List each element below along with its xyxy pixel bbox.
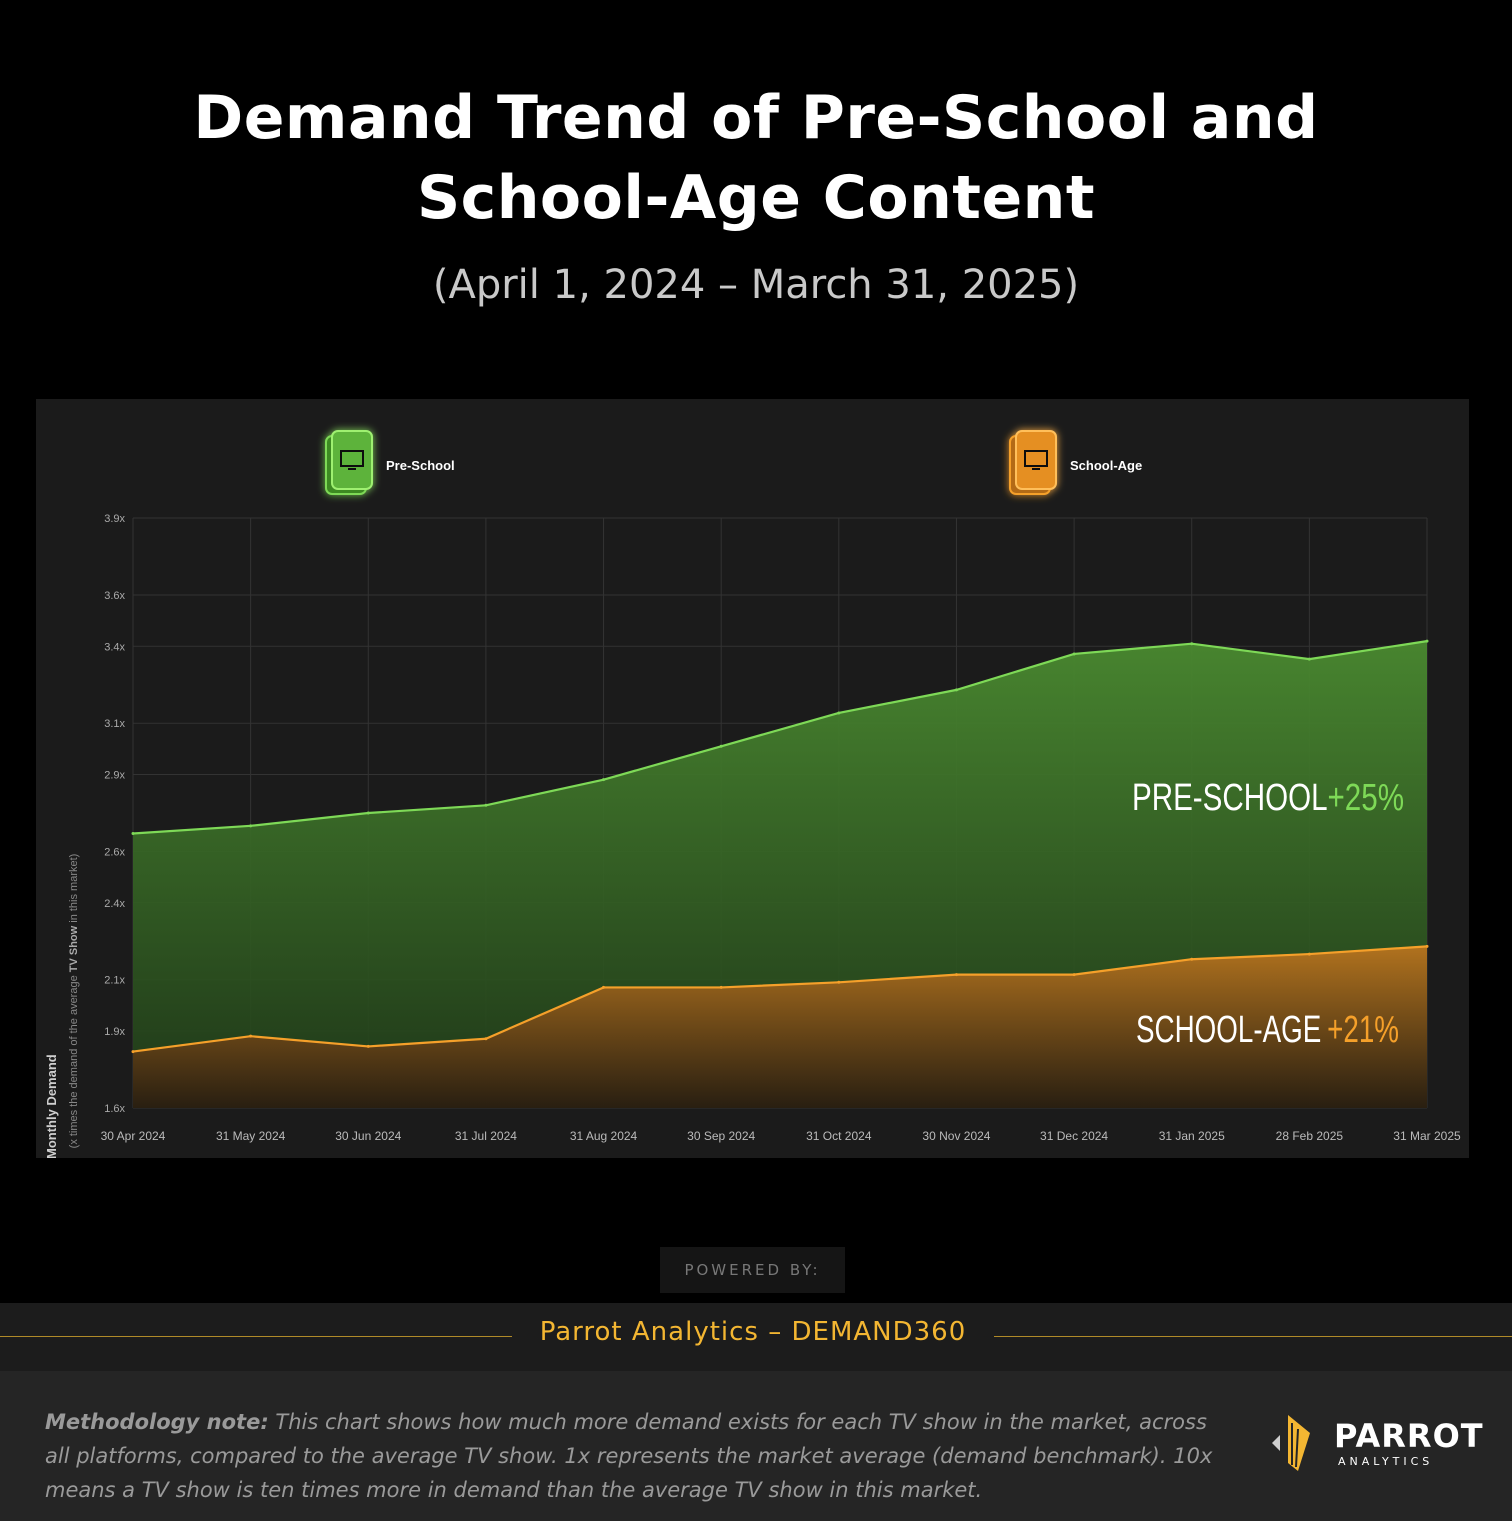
data-point <box>366 811 370 815</box>
y-axis-sub-suffix: in this market) <box>68 854 80 926</box>
legend-label-pre-school: Pre-School <box>386 458 455 473</box>
methodology-note: Methodology note: This chart shows how m… <box>45 1405 1235 1507</box>
x-tick-label: 31 Dec 2024 <box>1040 1129 1108 1143</box>
data-point <box>719 985 723 989</box>
x-tick-label: 31 Jul 2024 <box>455 1129 517 1143</box>
chart-panel: 1.6x 1.9x 2.1x 2.4x 2.6x 2.9x 3.1x 3.4x 3.6x 3.9x… <box>36 399 1469 1158</box>
brand-band: Parrot Analytics – DEMAND360 <box>0 1303 1512 1371</box>
data-point <box>1425 944 1429 948</box>
data-point <box>954 973 958 977</box>
data-point <box>1072 973 1076 977</box>
powered-by-label: POWERED BY: <box>660 1247 845 1293</box>
y-tick-label: 2.1x <box>104 975 125 987</box>
data-point <box>1425 639 1429 643</box>
x-tick-label: 28 Feb 2025 <box>1276 1129 1344 1143</box>
data-point <box>1190 957 1194 961</box>
x-tick-label: 31 May 2024 <box>216 1129 286 1143</box>
y-axis-sub-prefix: (x times the demand of the average <box>68 972 80 1148</box>
data-point <box>249 1034 253 1038</box>
series-line-school-age <box>132 945 1428 1053</box>
methodology-text: This chart shows how much more demand ex… <box>45 1410 1213 1502</box>
y-tick-label: 2.9x <box>104 770 125 782</box>
title-line-2: School-Age Content <box>416 163 1096 233</box>
divider <box>0 1336 512 1337</box>
data-point <box>1307 952 1311 956</box>
x-tick-label: 30 Nov 2024 <box>922 1129 990 1143</box>
x-tick-label: 30 Sep 2024 <box>687 1129 755 1143</box>
brand-line: Parrot Analytics – DEMAND360 <box>539 1317 967 1347</box>
svg-text:(x times the demand of the ave: (x times the demand of the average TV Sh… <box>68 854 80 1149</box>
x-tick-label: 31 Mar 2025 <box>1393 1129 1461 1143</box>
legend-school-age: School-Age <box>1009 430 1142 495</box>
series-area-school-age <box>133 946 1427 1108</box>
annotation-change: +25% <box>1328 777 1404 819</box>
y-tick-label: 3.9x <box>104 513 125 525</box>
data-point <box>131 832 135 836</box>
data-point <box>131 1050 135 1054</box>
y-tick-label: 3.1x <box>104 718 125 730</box>
y-tick-label: 2.4x <box>104 898 125 910</box>
data-point <box>719 744 723 748</box>
x-tick-label: 31 Oct 2024 <box>806 1129 872 1143</box>
parrot-logo: PARROT ANALYTICS <box>1268 1413 1483 1473</box>
annotation-school-age: SCHOOL-AGE+21% <box>1136 1009 1399 1051</box>
annotation-label: SCHOOL-AGE <box>1136 1009 1321 1051</box>
y-tick-label: 1.9x <box>104 1026 125 1038</box>
svg-text:SCHOOL-AGE+21%: SCHOOL-AGE+21% <box>1136 1009 1399 1051</box>
svg-text:PRE-SCHOOL+25%: PRE-SCHOOL+25% <box>1132 777 1404 819</box>
annotation-label: PRE-SCHOOL <box>1132 777 1328 819</box>
annotation-pre-school: PRE-SCHOOL+25% <box>1132 777 1404 819</box>
y-axis-sub-bold: TV Show <box>68 925 80 972</box>
logo-wordmark: PARROT <box>1334 1417 1484 1455</box>
data-point <box>1072 652 1076 656</box>
data-point <box>837 711 841 715</box>
data-point <box>954 688 958 692</box>
series-line-pre-school <box>132 640 1428 835</box>
x-tick-label: 30 Apr 2024 <box>101 1129 166 1143</box>
annotation-change: +21% <box>1327 1009 1399 1051</box>
data-point <box>484 803 488 807</box>
y-axis-title: Monthly Demand <box>44 1054 59 1158</box>
x-tick-label: 30 Jun 2024 <box>335 1129 401 1143</box>
data-point <box>837 980 841 984</box>
y-axis-label: Monthly Demand <box>44 1054 59 1158</box>
page-title: Demand Trend of Pre-School and School-Ag… <box>0 78 1512 238</box>
tv-icon <box>1009 430 1057 495</box>
y-tick-label: 1.6x <box>104 1103 125 1115</box>
data-point <box>602 985 606 989</box>
legend-label-school-age: School-Age <box>1070 458 1142 473</box>
demand-area-chart: 1.6x 1.9x 2.1x 2.4x 2.6x 2.9x 3.1x 3.4x 3.6x 3.9x… <box>44 430 1461 1158</box>
y-tick-label: 3.6x <box>104 590 125 602</box>
logo-subtitle: ANALYTICS <box>1338 1455 1434 1468</box>
date-range-subtitle: (April 1, 2024 – March 31, 2025) <box>432 262 1080 308</box>
data-point <box>1307 657 1311 661</box>
y-tick-label: 3.4x <box>104 641 125 653</box>
y-tick-label: 2.6x <box>104 846 125 858</box>
data-point <box>366 1044 370 1048</box>
methodology-label: Methodology note: <box>45 1410 269 1434</box>
divider <box>994 1336 1512 1337</box>
data-point <box>602 778 606 782</box>
tv-icon <box>325 430 373 495</box>
footer: Methodology note: This chart shows how m… <box>0 1371 1512 1521</box>
legend-pre-school: Pre-School <box>325 430 455 495</box>
data-point <box>249 824 253 828</box>
parrot-logo-icon <box>1272 1415 1310 1471</box>
data-point <box>1190 642 1194 646</box>
x-tick-label: 31 Jan 2025 <box>1159 1129 1225 1143</box>
data-point <box>484 1037 488 1041</box>
y-axis-subtitle: (x times the demand of the average TV Sh… <box>68 854 80 1149</box>
title-line-1: Demand Trend of Pre-School and <box>193 83 1319 153</box>
x-tick-label: 31 Aug 2024 <box>570 1129 638 1143</box>
